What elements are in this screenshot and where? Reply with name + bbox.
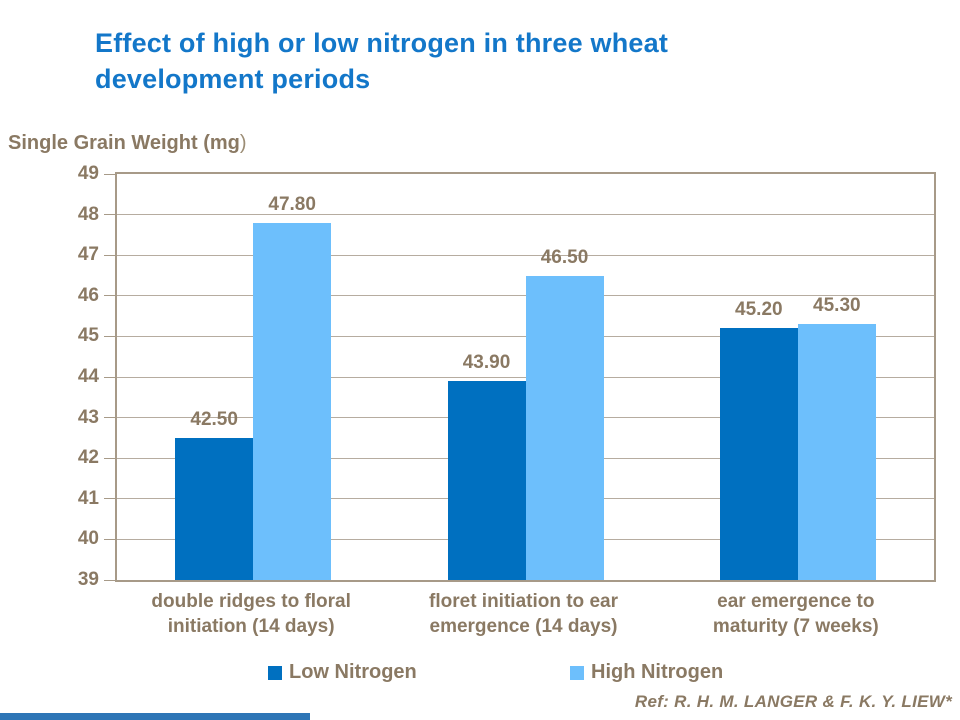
y-tick	[104, 335, 115, 337]
gridline	[117, 254, 934, 256]
y-tick-label: 46	[77, 284, 99, 306]
y-tick-label: 44	[77, 366, 99, 387]
y-tick	[104, 498, 115, 500]
legend-swatch	[268, 665, 282, 680]
legend-item: Low Nitrogen	[268, 661, 417, 684]
legend-label: High Nitrogen	[591, 661, 724, 683]
category-label: ear emergence to maturity (7 weeks)	[712, 591, 879, 637]
value-label: 43.90	[462, 352, 511, 374]
y-tick	[104, 254, 115, 256]
y-tick-label: 43	[77, 406, 99, 428]
bar	[797, 324, 876, 580]
y-axis-title-paren: )	[239, 132, 247, 154]
y-tick-label: 47	[77, 244, 99, 266]
y-tick	[104, 376, 115, 378]
value-label: 46.50	[540, 246, 589, 268]
y-axis-title: Single Grain Weight (mg)	[8, 132, 247, 155]
page-title: Effect of high or low nitrogen in three …	[95, 28, 669, 94]
category-label: double ridges to floral initiation (14 d…	[151, 591, 351, 637]
y-axis-title-text: Single Grain Weight (mg	[8, 132, 240, 154]
bar	[447, 381, 526, 580]
y-tick	[104, 173, 115, 175]
x-axis-labels: double ridges to floral initiation (14 d…	[115, 590, 932, 648]
legend: Low Nitrogen High Nitrogen	[0, 661, 960, 691]
value-label: 42.50	[190, 408, 238, 430]
y-tick	[104, 579, 115, 581]
legend-item: High Nitrogen	[570, 661, 723, 684]
bar	[175, 437, 254, 580]
plot-area: 39 40 41 42 43 44 45 46 47 48 49 42.50 43.90 45.20 47.…	[78, 163, 936, 590]
y-tick-label: 40	[77, 528, 99, 550]
value-label: 47.80	[268, 193, 316, 215]
y-tick-label: 41	[77, 487, 99, 509]
value-label: 45.30	[813, 295, 861, 317]
y-tick	[104, 295, 115, 297]
y-tick	[104, 457, 115, 459]
y-tick-label: 42	[77, 447, 99, 469]
reference-note: Ref: R. H. M. LANGER & F. K. Y. LIEW*	[634, 692, 952, 711]
y-tick-label: 49	[77, 163, 99, 184]
bar	[253, 222, 332, 580]
bottom-accent-bar	[0, 713, 310, 720]
y-tick	[104, 417, 115, 419]
legend-swatch	[570, 665, 584, 680]
bar	[525, 275, 604, 580]
y-tick	[104, 214, 115, 216]
y-tick	[104, 538, 115, 540]
category-label: floret initiation to ear emergence (14 d…	[429, 591, 618, 637]
gridline	[117, 214, 934, 216]
y-tick-label: 48	[77, 203, 99, 225]
y-tick-label: 45	[77, 325, 99, 347]
value-label: 45.20	[735, 299, 783, 321]
bar	[719, 328, 798, 580]
legend-label: Low Nitrogen	[289, 661, 417, 683]
y-tick-label: 39	[77, 569, 99, 590]
